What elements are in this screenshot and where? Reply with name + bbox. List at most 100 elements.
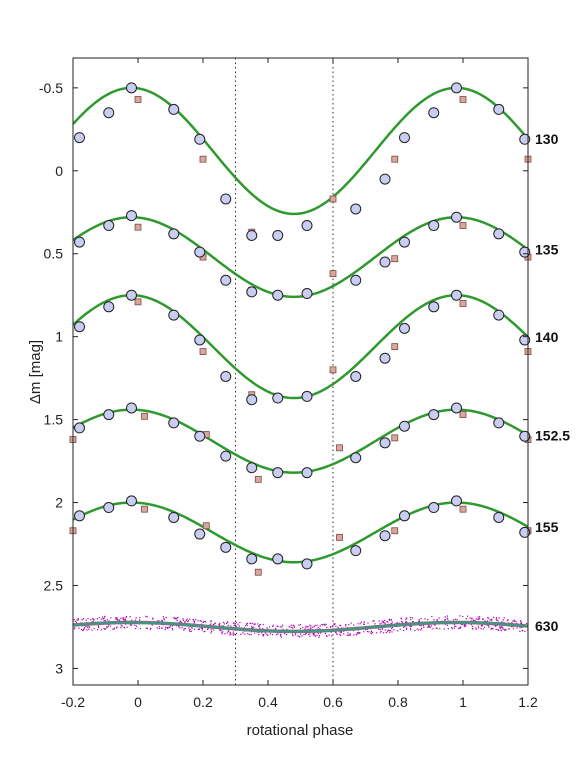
band-point [412, 620, 414, 623]
band-point [510, 626, 513, 628]
band-point [81, 619, 83, 621]
band-point [77, 618, 79, 620]
band-point [384, 619, 386, 622]
circle-point [399, 510, 410, 522]
band-point [103, 617, 105, 620]
band-point [211, 630, 213, 633]
band-point [232, 631, 234, 633]
band-point [163, 619, 166, 621]
band-point [488, 625, 490, 627]
band-point [246, 622, 248, 624]
band-point [123, 619, 125, 621]
band-point [453, 624, 455, 626]
band-point [282, 628, 284, 630]
y-tick-label: 2.5 [44, 577, 64, 593]
band-point [210, 632, 212, 634]
band-point [234, 624, 236, 626]
band-point [221, 631, 223, 633]
band-point [109, 625, 112, 627]
band-point [306, 628, 308, 631]
circle-point [301, 390, 313, 402]
band-point [336, 633, 338, 636]
band-point [264, 632, 266, 634]
circle-point [399, 322, 410, 334]
band-point [183, 621, 186, 623]
band-point [200, 627, 203, 629]
band-point [428, 624, 430, 627]
band-point [427, 618, 429, 621]
band-point [179, 627, 181, 629]
band-point [242, 632, 244, 634]
band-point [224, 633, 226, 635]
band-point [179, 620, 181, 622]
band-point [382, 621, 385, 623]
band-point [250, 622, 252, 625]
band-point [135, 617, 137, 619]
band-point [348, 624, 350, 626]
circle-point [103, 220, 115, 232]
band-point [459, 615, 461, 617]
band-point [334, 623, 336, 625]
band-point [230, 625, 232, 627]
band-point [381, 622, 383, 624]
band-point [258, 631, 260, 633]
band-point [312, 633, 314, 635]
band-point [222, 625, 224, 627]
square-point [391, 527, 399, 535]
band-point [390, 622, 392, 625]
band-point [471, 625, 474, 628]
band-point [513, 620, 515, 622]
band-point [346, 634, 348, 636]
circle-point [428, 107, 440, 119]
band-point [478, 618, 480, 620]
band-point [189, 630, 191, 633]
band-point [254, 632, 256, 634]
band-point [391, 621, 393, 623]
band-point [332, 626, 334, 628]
band-point [491, 618, 493, 620]
band-point [316, 624, 318, 627]
band-point [403, 629, 405, 632]
band-point [356, 633, 358, 635]
square-point [254, 568, 262, 576]
square-point [459, 411, 467, 419]
band-point [381, 628, 383, 630]
band-point [235, 625, 237, 628]
band-point [502, 628, 504, 630]
band-point [108, 624, 110, 626]
band-point [438, 617, 440, 619]
circle-point [220, 450, 232, 462]
circle-markers [74, 82, 531, 570]
circle-point [194, 430, 206, 442]
band-point [453, 619, 455, 621]
band-point [367, 622, 369, 624]
circle-point [493, 228, 505, 240]
band-point [330, 625, 332, 627]
band-point [92, 618, 94, 620]
band-point [374, 623, 376, 625]
band-point [477, 627, 480, 629]
band-point [97, 624, 100, 626]
circle-point [168, 228, 180, 240]
band-point [488, 626, 490, 628]
band-point [420, 625, 422, 627]
circle-point [428, 409, 440, 421]
band-point [436, 627, 438, 629]
circle-point [194, 334, 206, 346]
band-point [363, 621, 365, 623]
band-point [156, 620, 159, 622]
circle-point [451, 495, 462, 507]
band-point [298, 636, 301, 638]
band-point [103, 627, 105, 630]
band-point [131, 624, 133, 626]
y-tick-label: 1.5 [44, 412, 64, 428]
band-point [436, 618, 438, 621]
circle-point [493, 511, 505, 523]
band-point [98, 627, 100, 629]
band-point [220, 630, 222, 632]
band-point [505, 629, 507, 631]
band-point [504, 628, 506, 631]
band-point [213, 629, 215, 631]
band-point [129, 616, 131, 618]
circle-point [350, 452, 362, 464]
